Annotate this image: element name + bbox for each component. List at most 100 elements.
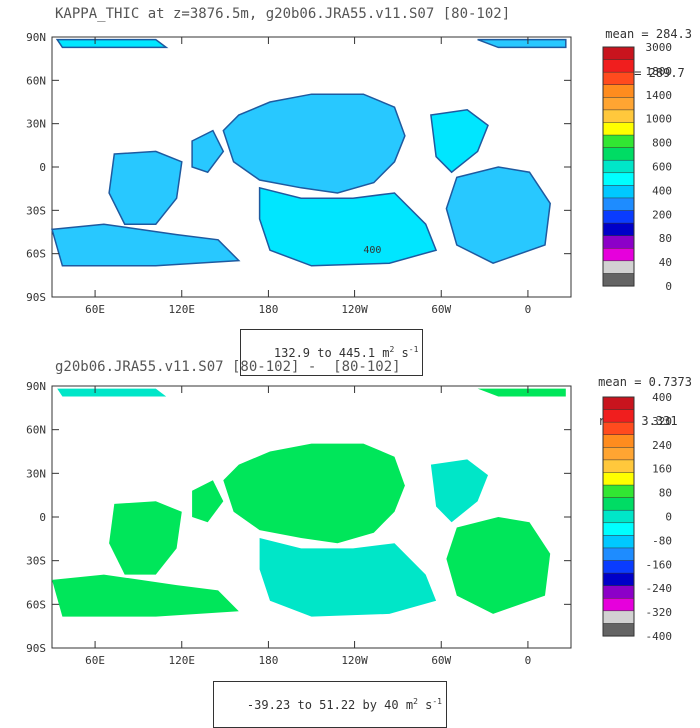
- panel-title: g20b06.JRA55.v11.S07 [80-102] - [80-102]: [55, 359, 401, 375]
- ocean-region: [430, 109, 489, 174]
- colorbar-swatch: [602, 159, 635, 174]
- colorbar-swatch: [602, 434, 635, 448]
- colorbar-swatch: [602, 459, 635, 474]
- lat-label: 60S: [26, 248, 46, 261]
- colorbar-swatch: [602, 71, 635, 86]
- lat-label: 30N: [26, 118, 46, 131]
- colorbar-label: 400: [652, 184, 672, 197]
- colorbar-swatch: [602, 172, 635, 186]
- mean-value: mean = 0.7373: [598, 375, 692, 389]
- panel-title: KAPPA_THIC at z=3876.5m, g20b06.JRA55.v1…: [55, 6, 511, 22]
- colorbar-swatch: [602, 572, 635, 587]
- lat-label: 90N: [26, 31, 46, 44]
- colorbar-label: 240: [652, 439, 672, 452]
- colorbar-swatch: [602, 484, 635, 499]
- colorbar-swatch: [602, 598, 635, 612]
- colorbar-swatch: [602, 522, 635, 536]
- colorbar-swatch: [602, 197, 635, 212]
- lat-label: 90S: [26, 291, 46, 304]
- colorbar-swatch: [602, 109, 635, 124]
- lon-label: 60E: [85, 303, 105, 316]
- map-plot: 90N 60N 30N 0 30S 60S 90S 60E 120E 180 120W 60W 0 400…: [26, 380, 673, 667]
- range-text: -39.23 to 51.22 by 40 m: [246, 698, 414, 712]
- range-box: -39.23 to 51.22 by 40 m2 s-1: [213, 681, 447, 728]
- colorbar-label: 1000: [646, 113, 673, 126]
- lon-label: 60E: [85, 654, 105, 667]
- ocean-region: [446, 517, 551, 614]
- range-text: 132.9 to 445.1 m: [273, 346, 390, 360]
- ocean-region: [259, 538, 437, 617]
- colorbar-swatch: [602, 235, 635, 249]
- colorbar-swatch: [602, 134, 635, 149]
- colorbar-label: 0: [665, 280, 672, 293]
- colorbar-swatch: [602, 535, 635, 549]
- colorbar-swatch: [602, 210, 635, 224]
- colorbar-frame: [602, 46, 635, 287]
- lon-label: 60W: [431, 303, 451, 316]
- colorbar-label: -320: [646, 606, 673, 619]
- colorbar-swatch: [602, 273, 635, 287]
- lon-label: 0: [525, 654, 532, 667]
- colorbar-swatch: [602, 560, 635, 574]
- colorbar-label: 1400: [646, 89, 673, 102]
- colorbar-swatch: [602, 509, 635, 524]
- colorbar-label: 80: [659, 487, 672, 500]
- colorbar-label: 1800: [646, 65, 673, 78]
- colorbar-label: 800: [652, 137, 672, 150]
- ocean-region: [108, 150, 183, 225]
- lat-label: 30N: [26, 467, 46, 480]
- colorbar-swatch: [602, 447, 635, 461]
- ocean-region: [51, 223, 241, 267]
- colorbar-label: 80: [659, 232, 672, 245]
- lon-label: 0: [525, 303, 532, 316]
- colorbar-label: -400: [646, 630, 673, 643]
- ocean-region: [109, 501, 182, 575]
- colorbar-label: 3000: [646, 41, 673, 54]
- colorbar-label: 0: [665, 511, 672, 524]
- range-exp: 2: [389, 345, 395, 354]
- colorbar-swatch: [602, 185, 635, 199]
- ocean-region: [57, 388, 167, 397]
- colorbar-swatch: [602, 147, 635, 161]
- colorbar-swatch: [602, 409, 635, 423]
- colorbar-swatch: [602, 84, 635, 98]
- range-tail-exp: -1: [408, 345, 419, 354]
- ocean-region: [477, 38, 567, 49]
- colorbar-swatch: [602, 610, 635, 624]
- ocean-region: [258, 186, 438, 267]
- lat-label: 90N: [26, 380, 46, 393]
- map-panel-top: KAPPA_THIC at z=3876.5m, g20b06.JRA55.v1…: [0, 0, 700, 376]
- range-tail: s: [417, 698, 433, 712]
- lon-label: 60W: [431, 654, 451, 667]
- ocean-region: [52, 574, 239, 617]
- colorbar-label: -80: [652, 534, 672, 547]
- mean-value: mean = 284.3: [605, 27, 692, 41]
- ocean-region: [430, 459, 488, 523]
- lat-label: 60S: [26, 598, 46, 611]
- lon-label: 120E: [169, 654, 196, 667]
- colorbar-swatch: [602, 421, 635, 436]
- lon-label: 120W: [341, 654, 368, 667]
- map-panel-bottom: g20b06.JRA55.v11.S07 [80-102] - [80-102]…: [0, 350, 700, 728]
- range-tail-exp: -1: [432, 697, 442, 706]
- colorbar-swatch: [602, 396, 635, 411]
- colorbar-label: 160: [652, 463, 672, 476]
- colorbar-swatch: [602, 260, 635, 274]
- colorbar-label: 200: [652, 208, 672, 221]
- lon-label: 180: [258, 303, 278, 316]
- lat-label: 0: [39, 511, 46, 524]
- colorbar-frame: [602, 396, 635, 637]
- ocean-region: [222, 93, 406, 194]
- ocean-region: [191, 129, 225, 174]
- lon-label: 180: [258, 654, 278, 667]
- lon-label: 120E: [169, 303, 196, 316]
- colorbar-label: 600: [652, 161, 672, 174]
- lon-label: 120W: [341, 303, 368, 316]
- colorbar-label: 40: [659, 256, 672, 269]
- colorbar-swatch: [602, 122, 635, 136]
- ocean-region: [477, 388, 566, 397]
- ocean-region: [445, 166, 551, 265]
- range-tail: s: [394, 346, 409, 360]
- lat-label: 0: [39, 161, 46, 174]
